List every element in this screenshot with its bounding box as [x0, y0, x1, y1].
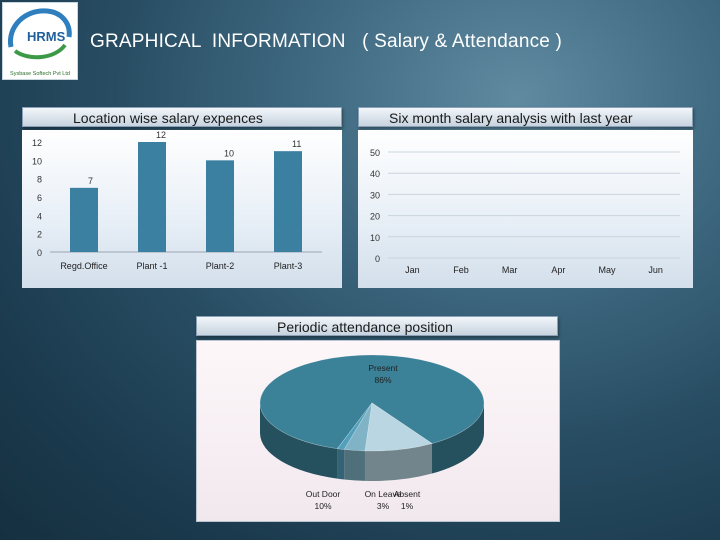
- line-y-tick-label: 10: [370, 233, 380, 243]
- pie-chart-title-text: Periodic attendance position: [277, 319, 453, 335]
- line-chart-title: Six month salary analysis with last year: [358, 107, 693, 127]
- line-x-tick-label: Jan: [405, 265, 420, 275]
- logo-text: HRMS: [27, 29, 66, 44]
- pie-slice: [343, 402, 373, 452]
- bar-data-label: 7: [88, 176, 93, 186]
- pie-label-name: On Leave: [365, 489, 402, 499]
- bar-y-tick-label: 0: [37, 248, 42, 258]
- bar-chart-panel: 0 2 4 6 8 10 12 7 Regd.Office 12 Plant -1 10 Plant-2…: [22, 130, 342, 288]
- bar-chart-title: Location wise salary expences: [22, 107, 342, 127]
- line-x-tick-label: Jun: [648, 265, 663, 275]
- pie-chart-title: Periodic attendance position: [196, 316, 558, 336]
- line-y-tick-label: 20: [370, 212, 380, 222]
- line-y-tick-label: 40: [370, 169, 380, 179]
- line-y-tick-label: 50: [370, 148, 380, 158]
- pie-label-name: Absent: [394, 489, 421, 499]
- bar-chart-title-text: Location wise salary expences: [73, 110, 263, 126]
- bar-x-tick-label: Plant -1: [136, 261, 167, 271]
- bar-y-tick-label: 6: [37, 193, 42, 203]
- bar: [138, 142, 166, 252]
- bar: [70, 187, 98, 252]
- pie-slice-side: [260, 403, 338, 479]
- page-title: GRAPHICAL INFORMATION ( Salary & Attenda…: [90, 31, 563, 52]
- line-chart-panel: 0 10 20 30 40 50 Jan Feb Mar Apr May Jun: [358, 130, 693, 288]
- line-x-tick-label: May: [598, 265, 616, 275]
- bar-x-tick-label: Regd.Office: [60, 261, 107, 271]
- pie-slice-side: [364, 443, 433, 481]
- bar-y-tick-label: 4: [37, 211, 42, 221]
- logo-swirl-icon: HRMS: [7, 8, 72, 60]
- pie-slice-side: [432, 403, 484, 474]
- bar: [206, 160, 234, 252]
- pie-label-pct: 86%: [374, 375, 391, 385]
- pie-chart-panel: Present 86% Out Door 10% On Leave 3% Absent 1%: [196, 340, 560, 522]
- bar-x-tick-label: Plant-2: [206, 261, 235, 271]
- bar-data-label: 10: [224, 148, 234, 158]
- line-x-tick-label: Feb: [453, 265, 469, 275]
- bar-y-tick-label: 12: [32, 138, 42, 148]
- pie-slice: [336, 402, 373, 450]
- pie-label-name: Out Door: [306, 489, 341, 499]
- bar-y-tick-label: 8: [37, 175, 42, 185]
- bar-y-tick-label: 10: [32, 156, 42, 166]
- bar-data-label: 12: [156, 130, 166, 140]
- bar-y-tick-label: 2: [37, 230, 42, 240]
- pie-label-pct: 3%: [377, 501, 390, 511]
- pie-slice-side: [344, 449, 365, 481]
- pie-slice: [364, 402, 433, 452]
- bar: [274, 151, 302, 252]
- line-y-tick-label: 0: [375, 254, 380, 264]
- logo-subtitle: Sysbase Softech Pvt Ltd: [10, 71, 70, 77]
- bar-x-tick-label: Plant-3: [274, 261, 303, 271]
- pie-label-pct: 1%: [401, 501, 414, 511]
- line-x-tick-label: Apr: [551, 265, 565, 275]
- bar-chart: 0 2 4 6 8 10 12 7 Regd.Office 12 Plant -1 10 Plant-2…: [32, 130, 322, 271]
- pie-label-pct: 10%: [314, 501, 331, 511]
- line-chart: 0 10 20 30 40 50 Jan Feb Mar Apr May Jun: [370, 148, 680, 275]
- line-y-tick-label: 30: [370, 190, 380, 200]
- line-chart-title-text: Six month salary analysis with last year: [389, 110, 633, 126]
- company-logo: HRMS Sysbase Softech Pvt Ltd: [2, 2, 78, 80]
- pie-slice-side: [337, 448, 345, 480]
- line-x-tick-label: Mar: [502, 265, 518, 275]
- pie-label-name: Present: [368, 363, 398, 373]
- pie-slice: [259, 354, 485, 449]
- pie-chart: Present 86% Out Door 10% On Leave 3% Absent 1%: [259, 354, 485, 511]
- bar-data-label: 11: [292, 139, 301, 149]
